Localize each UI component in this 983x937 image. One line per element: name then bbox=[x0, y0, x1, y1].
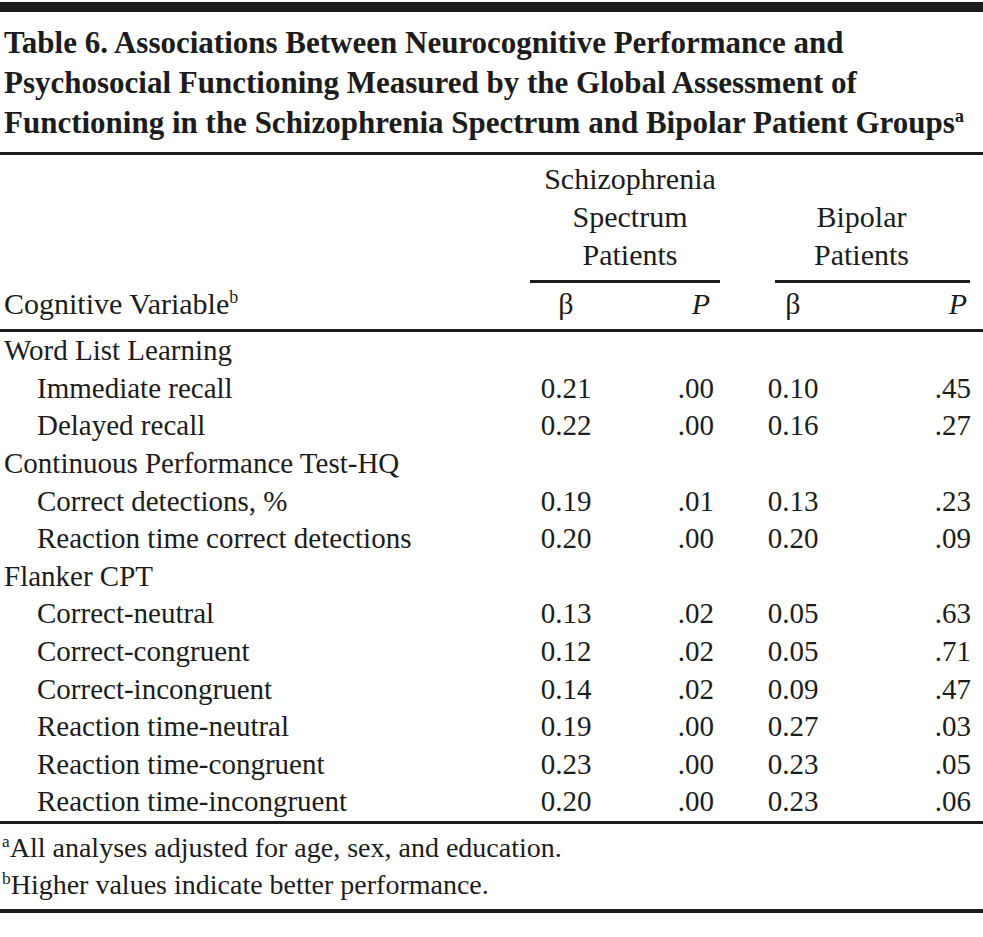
row-label: Correct-congruent bbox=[0, 635, 520, 668]
cell-p-sz: .01 bbox=[612, 485, 740, 518]
table-title-text: Table 6. Associations Between Neurocogni… bbox=[4, 25, 955, 140]
row-label: Reaction time-incongruent bbox=[0, 785, 520, 818]
row-label: Reaction time correct detections bbox=[0, 522, 520, 555]
table-row: Reaction time-congruent 0.23 .00 0.23 .0… bbox=[0, 746, 983, 784]
row-label: Correct-neutral bbox=[0, 597, 520, 630]
journal-table-page: Table 6. Associations Between Neurocogni… bbox=[0, 0, 983, 937]
footnote-a-text: All analyses adjusted for age, sex, and … bbox=[10, 832, 562, 863]
cell-p-bp: .06 bbox=[846, 785, 983, 818]
table-row-group: Continuous Performance Test-HQ bbox=[0, 445, 983, 483]
row-label: Reaction time-neutral bbox=[0, 710, 520, 743]
footnote-b-text: Higher values indicate better performanc… bbox=[11, 869, 489, 900]
cell-p-bp: .03 bbox=[846, 710, 983, 743]
column-group-bipolar-rule bbox=[775, 280, 970, 283]
bottom-thick-rule bbox=[0, 909, 983, 913]
cell-beta-bp: 0.20 bbox=[740, 522, 846, 555]
cell-p-sz: .00 bbox=[612, 372, 740, 405]
row-label: Continuous Performance Test-HQ bbox=[0, 447, 520, 480]
cell-p-sz: .00 bbox=[612, 522, 740, 555]
cell-p-bp: .71 bbox=[846, 635, 983, 668]
table-row: Reaction time-neutral 0.19 .00 0.27 .03 bbox=[0, 708, 983, 746]
table-row: Delayed recall 0.22 .00 0.16 .27 bbox=[0, 407, 983, 445]
cell-p-sz: .00 bbox=[612, 748, 740, 781]
table-row: Correct detections, % 0.19 .01 0.13 .23 bbox=[0, 482, 983, 520]
cell-p-sz: .02 bbox=[612, 597, 740, 630]
cell-beta-sz: 0.22 bbox=[520, 409, 612, 442]
column-header-beta-bipolar: β bbox=[740, 285, 846, 323]
row-label: Correct detections, % bbox=[0, 485, 520, 518]
footnote-a: aAll analyses adjusted for age, sex, and… bbox=[2, 829, 981, 866]
column-group-bipolar-label: Bipolar Patients bbox=[792, 198, 932, 274]
row-label: Reaction time-congruent bbox=[0, 748, 520, 781]
cell-beta-sz: 0.20 bbox=[520, 785, 612, 818]
table-row: Reaction time correct detections 0.20 .0… bbox=[0, 520, 983, 558]
cell-p-bp: .27 bbox=[846, 409, 983, 442]
cell-p-sz: .00 bbox=[612, 785, 740, 818]
row-label: Immediate recall bbox=[0, 372, 520, 405]
table-row-group: Word List Learning bbox=[0, 332, 983, 370]
cell-beta-sz: 0.19 bbox=[520, 710, 612, 743]
stub-column-header-text: Cognitive Variable bbox=[4, 287, 229, 320]
cell-p-sz: .00 bbox=[612, 409, 740, 442]
table-row-group: Flanker CPT bbox=[0, 558, 983, 596]
footnote-a-marker: a bbox=[2, 831, 10, 850]
table-row: Correct-neutral 0.13 .02 0.05 .63 bbox=[0, 595, 983, 633]
cell-beta-bp: 0.05 bbox=[740, 635, 846, 668]
column-group-header-row: Schizophrenia Spectrum Patients Bipolar … bbox=[0, 155, 983, 283]
column-group-schizophrenia-label: Schizophrenia Spectrum Patients bbox=[530, 160, 730, 274]
cell-p-sz: .00 bbox=[612, 710, 740, 743]
table-title-footnote-marker: a bbox=[955, 105, 964, 126]
row-label: Delayed recall bbox=[0, 409, 520, 442]
cell-beta-bp: 0.13 bbox=[740, 485, 846, 518]
row-label: Word List Learning bbox=[0, 334, 520, 367]
cell-beta-bp: 0.23 bbox=[740, 785, 846, 818]
table-row: Reaction time-incongruent 0.20 .00 0.23 … bbox=[0, 783, 983, 821]
cell-p-bp: .23 bbox=[846, 485, 983, 518]
table-row: Correct-incongruent 0.14 .02 0.09 .47 bbox=[0, 670, 983, 708]
cell-p-bp: .09 bbox=[846, 522, 983, 555]
column-header-beta-schizophrenia: β bbox=[520, 285, 612, 323]
cell-beta-bp: 0.05 bbox=[740, 597, 846, 630]
cell-p-sz: .02 bbox=[612, 673, 740, 706]
column-header-p-bipolar: P bbox=[846, 285, 983, 323]
column-header-row: Cognitive Variableb β P β P bbox=[0, 283, 983, 329]
row-label: Correct-incongruent bbox=[0, 673, 520, 706]
footnotes: aAll analyses adjusted for age, sex, and… bbox=[0, 824, 983, 905]
stub-column-header-footnote-marker: b bbox=[229, 287, 238, 307]
table-body: Word List Learning Immediate recall 0.21… bbox=[0, 332, 983, 821]
cell-beta-sz: 0.20 bbox=[520, 522, 612, 555]
cell-beta-bp: 0.23 bbox=[740, 748, 846, 781]
cell-beta-sz: 0.23 bbox=[520, 748, 612, 781]
table-row: Immediate recall 0.21 .00 0.10 .45 bbox=[0, 370, 983, 408]
cell-beta-bp: 0.27 bbox=[740, 710, 846, 743]
cell-p-bp: .45 bbox=[846, 372, 983, 405]
row-label: Flanker CPT bbox=[0, 560, 520, 593]
cell-beta-bp: 0.16 bbox=[740, 409, 846, 442]
cell-p-sz: .02 bbox=[612, 635, 740, 668]
footnote-b: bHigher values indicate better performan… bbox=[2, 866, 981, 903]
stub-column-header: Cognitive Variableb bbox=[0, 285, 520, 323]
top-thick-rule bbox=[0, 2, 983, 12]
column-header-p-schizophrenia: P bbox=[612, 285, 740, 323]
table-row: Correct-congruent 0.12 .02 0.05 .71 bbox=[0, 633, 983, 671]
cell-beta-sz: 0.21 bbox=[520, 372, 612, 405]
cell-p-bp: .63 bbox=[846, 597, 983, 630]
cell-p-bp: .05 bbox=[846, 748, 983, 781]
table-title: Table 6. Associations Between Neurocogni… bbox=[4, 23, 981, 143]
cell-beta-sz: 0.12 bbox=[520, 635, 612, 668]
cell-beta-bp: 0.10 bbox=[740, 372, 846, 405]
footnote-b-marker: b bbox=[2, 868, 11, 887]
column-group-schizophrenia-rule bbox=[530, 280, 720, 283]
cell-beta-sz: 0.14 bbox=[520, 673, 612, 706]
cell-beta-sz: 0.13 bbox=[520, 597, 612, 630]
cell-beta-bp: 0.09 bbox=[740, 673, 846, 706]
cell-beta-sz: 0.19 bbox=[520, 485, 612, 518]
column-group-bipolar: Bipolar Patients bbox=[740, 198, 983, 283]
cell-p-bp: .47 bbox=[846, 673, 983, 706]
column-group-schizophrenia: Schizophrenia Spectrum Patients bbox=[520, 160, 740, 283]
